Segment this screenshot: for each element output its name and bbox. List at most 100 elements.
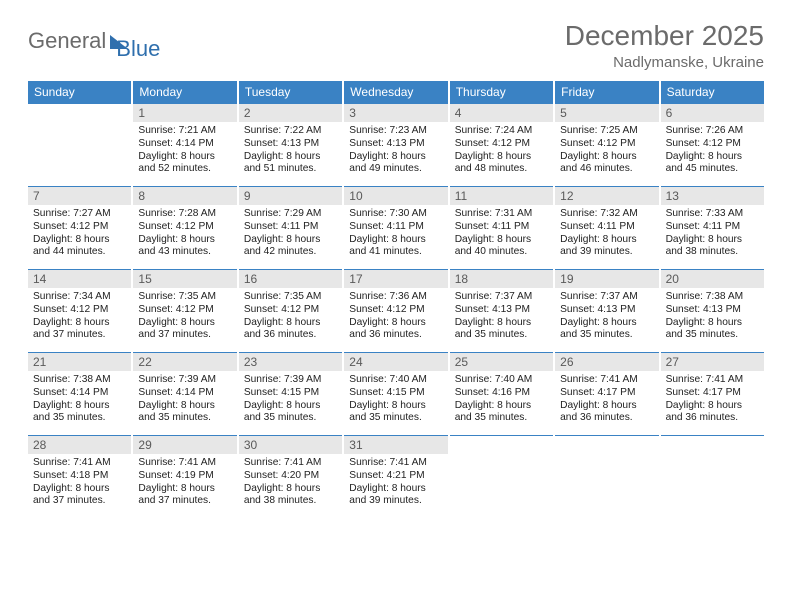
cell-body: Sunrise: 7:33 AMSunset: 4:11 PMDaylight:… bbox=[661, 205, 764, 265]
day-number: 16 bbox=[239, 270, 342, 288]
day-number: 28 bbox=[28, 436, 131, 454]
calendar-cell: 3Sunrise: 7:23 AMSunset: 4:13 PMDaylight… bbox=[344, 103, 447, 182]
cell-body: Sunrise: 7:40 AMSunset: 4:15 PMDaylight:… bbox=[344, 371, 447, 431]
calendar-cell: 16Sunrise: 7:35 AMSunset: 4:12 PMDayligh… bbox=[239, 269, 342, 348]
day-of-week-header: Saturday bbox=[661, 81, 764, 103]
calendar-cell: 14Sunrise: 7:34 AMSunset: 4:12 PMDayligh… bbox=[28, 269, 131, 348]
day-number: 30 bbox=[239, 436, 342, 454]
cell-body: Sunrise: 7:27 AMSunset: 4:12 PMDaylight:… bbox=[28, 205, 131, 265]
cell-body: Sunrise: 7:41 AMSunset: 4:21 PMDaylight:… bbox=[344, 454, 447, 514]
cell-body: Sunrise: 7:41 AMSunset: 4:17 PMDaylight:… bbox=[661, 371, 764, 431]
cell-body: Sunrise: 7:39 AMSunset: 4:14 PMDaylight:… bbox=[133, 371, 236, 431]
calendar-cell: 10Sunrise: 7:30 AMSunset: 4:11 PMDayligh… bbox=[344, 186, 447, 265]
day-number: 9 bbox=[239, 187, 342, 205]
calendar-cell: 24Sunrise: 7:40 AMSunset: 4:15 PMDayligh… bbox=[344, 352, 447, 431]
calendar-grid: SundayMondayTuesdayWednesdayThursdayFrid… bbox=[28, 81, 764, 514]
day-number: 11 bbox=[450, 187, 553, 205]
cell-body: Sunrise: 7:36 AMSunset: 4:12 PMDaylight:… bbox=[344, 288, 447, 348]
month-title: December 2025 bbox=[565, 20, 764, 52]
calendar-cell: 21Sunrise: 7:38 AMSunset: 4:14 PMDayligh… bbox=[28, 352, 131, 431]
calendar-cell: 9Sunrise: 7:29 AMSunset: 4:11 PMDaylight… bbox=[239, 186, 342, 265]
calendar-cell: 19Sunrise: 7:37 AMSunset: 4:13 PMDayligh… bbox=[555, 269, 658, 348]
day-number: 14 bbox=[28, 270, 131, 288]
cell-body: Sunrise: 7:29 AMSunset: 4:11 PMDaylight:… bbox=[239, 205, 342, 265]
day-number: 31 bbox=[344, 436, 447, 454]
calendar-cell-blank bbox=[450, 435, 553, 514]
calendar-cell: 5Sunrise: 7:25 AMSunset: 4:12 PMDaylight… bbox=[555, 103, 658, 182]
calendar-cell: 13Sunrise: 7:33 AMSunset: 4:11 PMDayligh… bbox=[661, 186, 764, 265]
calendar-page: General Blue December 2025 Nadlymanske, … bbox=[0, 0, 792, 534]
calendar-cell: 29Sunrise: 7:41 AMSunset: 4:19 PMDayligh… bbox=[133, 435, 236, 514]
cell-body: Sunrise: 7:41 AMSunset: 4:17 PMDaylight:… bbox=[555, 371, 658, 431]
calendar-cell: 20Sunrise: 7:38 AMSunset: 4:13 PMDayligh… bbox=[661, 269, 764, 348]
calendar-cell: 18Sunrise: 7:37 AMSunset: 4:13 PMDayligh… bbox=[450, 269, 553, 348]
cell-body: Sunrise: 7:38 AMSunset: 4:14 PMDaylight:… bbox=[28, 371, 131, 431]
day-of-week-header: Monday bbox=[133, 81, 236, 103]
title-block: December 2025 Nadlymanske, Ukraine bbox=[565, 20, 764, 71]
calendar-cell: 12Sunrise: 7:32 AMSunset: 4:11 PMDayligh… bbox=[555, 186, 658, 265]
calendar-cell: 22Sunrise: 7:39 AMSunset: 4:14 PMDayligh… bbox=[133, 352, 236, 431]
day-number: 24 bbox=[344, 353, 447, 371]
calendar-cell: 30Sunrise: 7:41 AMSunset: 4:20 PMDayligh… bbox=[239, 435, 342, 514]
header: General Blue December 2025 Nadlymanske, … bbox=[28, 20, 764, 71]
calendar-cell-blank bbox=[555, 435, 658, 514]
cell-body: Sunrise: 7:25 AMSunset: 4:12 PMDaylight:… bbox=[555, 122, 658, 182]
day-number: 17 bbox=[344, 270, 447, 288]
day-number: 6 bbox=[661, 104, 764, 122]
calendar-cell: 7Sunrise: 7:27 AMSunset: 4:12 PMDaylight… bbox=[28, 186, 131, 265]
logo-text-general: General bbox=[28, 28, 106, 54]
day-number: 10 bbox=[344, 187, 447, 205]
cell-body: Sunrise: 7:37 AMSunset: 4:13 PMDaylight:… bbox=[450, 288, 553, 348]
calendar-cell: 4Sunrise: 7:24 AMSunset: 4:12 PMDaylight… bbox=[450, 103, 553, 182]
calendar-cell: 31Sunrise: 7:41 AMSunset: 4:21 PMDayligh… bbox=[344, 435, 447, 514]
logo: General Blue bbox=[28, 20, 160, 62]
cell-body: Sunrise: 7:26 AMSunset: 4:12 PMDaylight:… bbox=[661, 122, 764, 182]
day-number: 5 bbox=[555, 104, 658, 122]
day-of-week-header: Thursday bbox=[450, 81, 553, 103]
calendar-cell-blank bbox=[661, 435, 764, 514]
calendar-cell: 11Sunrise: 7:31 AMSunset: 4:11 PMDayligh… bbox=[450, 186, 553, 265]
cell-body: Sunrise: 7:37 AMSunset: 4:13 PMDaylight:… bbox=[555, 288, 658, 348]
day-number: 27 bbox=[661, 353, 764, 371]
calendar-cell: 25Sunrise: 7:40 AMSunset: 4:16 PMDayligh… bbox=[450, 352, 553, 431]
location: Nadlymanske, Ukraine bbox=[565, 54, 764, 71]
calendar-cell: 17Sunrise: 7:36 AMSunset: 4:12 PMDayligh… bbox=[344, 269, 447, 348]
day-number: 19 bbox=[555, 270, 658, 288]
calendar-cell: 26Sunrise: 7:41 AMSunset: 4:17 PMDayligh… bbox=[555, 352, 658, 431]
day-number: 20 bbox=[661, 270, 764, 288]
cell-body: Sunrise: 7:35 AMSunset: 4:12 PMDaylight:… bbox=[239, 288, 342, 348]
day-number: 4 bbox=[450, 104, 553, 122]
cell-body: Sunrise: 7:35 AMSunset: 4:12 PMDaylight:… bbox=[133, 288, 236, 348]
day-number: 22 bbox=[133, 353, 236, 371]
day-of-week-header: Sunday bbox=[28, 81, 131, 103]
cell-body: Sunrise: 7:38 AMSunset: 4:13 PMDaylight:… bbox=[661, 288, 764, 348]
day-number: 12 bbox=[555, 187, 658, 205]
cell-body: Sunrise: 7:23 AMSunset: 4:13 PMDaylight:… bbox=[344, 122, 447, 182]
calendar-cell: 28Sunrise: 7:41 AMSunset: 4:18 PMDayligh… bbox=[28, 435, 131, 514]
calendar-cell: 27Sunrise: 7:41 AMSunset: 4:17 PMDayligh… bbox=[661, 352, 764, 431]
cell-body: Sunrise: 7:32 AMSunset: 4:11 PMDaylight:… bbox=[555, 205, 658, 265]
day-number: 13 bbox=[661, 187, 764, 205]
cell-body: Sunrise: 7:28 AMSunset: 4:12 PMDaylight:… bbox=[133, 205, 236, 265]
day-number: 7 bbox=[28, 187, 131, 205]
calendar-cell: 23Sunrise: 7:39 AMSunset: 4:15 PMDayligh… bbox=[239, 352, 342, 431]
day-number: 29 bbox=[133, 436, 236, 454]
day-number: 3 bbox=[344, 104, 447, 122]
day-number: 25 bbox=[450, 353, 553, 371]
cell-body: Sunrise: 7:34 AMSunset: 4:12 PMDaylight:… bbox=[28, 288, 131, 348]
day-number: 1 bbox=[133, 104, 236, 122]
calendar-cell-blank bbox=[28, 103, 131, 182]
day-number: 8 bbox=[133, 187, 236, 205]
logo-text-blue: Blue bbox=[116, 36, 160, 62]
calendar-cell: 2Sunrise: 7:22 AMSunset: 4:13 PMDaylight… bbox=[239, 103, 342, 182]
day-of-week-header: Wednesday bbox=[344, 81, 447, 103]
cell-body: Sunrise: 7:31 AMSunset: 4:11 PMDaylight:… bbox=[450, 205, 553, 265]
cell-body: Sunrise: 7:30 AMSunset: 4:11 PMDaylight:… bbox=[344, 205, 447, 265]
day-number: 15 bbox=[133, 270, 236, 288]
cell-body: Sunrise: 7:39 AMSunset: 4:15 PMDaylight:… bbox=[239, 371, 342, 431]
day-number: 18 bbox=[450, 270, 553, 288]
day-number: 23 bbox=[239, 353, 342, 371]
cell-body: Sunrise: 7:41 AMSunset: 4:20 PMDaylight:… bbox=[239, 454, 342, 514]
calendar-cell: 1Sunrise: 7:21 AMSunset: 4:14 PMDaylight… bbox=[133, 103, 236, 182]
day-number: 2 bbox=[239, 104, 342, 122]
